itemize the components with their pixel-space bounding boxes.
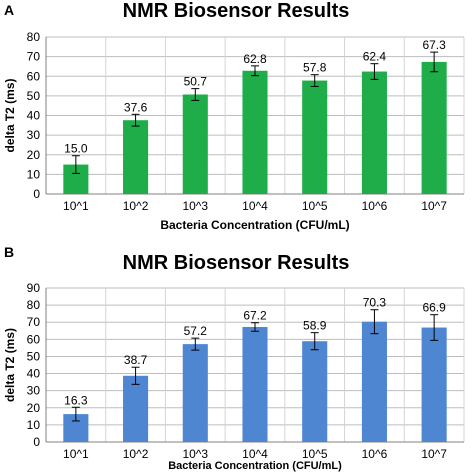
data-label-b: 70.3 <box>363 296 387 310</box>
x-tick-label-b: 10^2 <box>123 447 149 461</box>
chart-panel-a: A NMR Biosensor Results 0 10 20 30 40 50 60 70 8… <box>3 0 465 232</box>
chart-title-b: NMR Biosensor Results <box>122 252 350 274</box>
data-label-b: 66.9 <box>422 301 446 315</box>
y-tick-label-b: 80 <box>27 298 41 312</box>
x-tick-label-a: 10^3 <box>182 199 208 213</box>
x-tick-label-a: 10^2 <box>123 199 149 213</box>
chart-title-a: NMR Biosensor Results <box>122 0 350 22</box>
x-tick-label-a: 10^6 <box>362 199 388 213</box>
bar-a <box>302 80 328 194</box>
panel-label-b: B <box>4 244 15 260</box>
data-label-b: 57.2 <box>184 324 208 338</box>
data-label-b: 58.9 <box>303 319 327 333</box>
x-tick-label-b: 10^7 <box>421 447 447 461</box>
chart-panel-b: B NMR Biosensor Results 0 10 20 30 40 50 60 70 8… <box>0 242 472 472</box>
y-tick-label-a: 0 <box>33 187 40 201</box>
y-tick-label-a: 20 <box>27 148 41 162</box>
y-tick-label-b: 60 <box>27 332 41 346</box>
y-tick-label-a: 70 <box>27 50 41 64</box>
y-tick-label-b: 20 <box>27 401 41 415</box>
x-tick-label-a: 10^1 <box>63 199 89 213</box>
y-tick-label-b: 50 <box>27 349 41 363</box>
bar-a <box>182 94 208 194</box>
y-tick-label-a: 60 <box>27 69 41 83</box>
x-tick-label-a: 10^5 <box>302 199 328 213</box>
bar-b <box>302 341 328 442</box>
data-label-b: 67.2 <box>243 309 267 323</box>
data-label-a: 37.6 <box>124 100 148 114</box>
x-tick-label-b: 10^1 <box>63 447 89 461</box>
x-tick-label-b: 10^3 <box>182 447 208 461</box>
x-axis-title-a: Bacteria Concentration (CFU/mL) <box>160 218 349 232</box>
y-axis-title-a: delta T2 (ms) <box>3 78 17 152</box>
data-label-a: 62.4 <box>363 50 387 64</box>
y-tick-label-b: 0 <box>33 435 40 449</box>
bar-a <box>242 70 268 194</box>
bar-b <box>361 321 387 442</box>
y-tick-label-b: 70 <box>27 315 41 329</box>
y-axis-title-b: delta T2 (ms) <box>3 328 17 402</box>
y-tick-label-a: 50 <box>27 89 41 103</box>
bar-b <box>242 327 268 442</box>
bar-b <box>421 327 447 442</box>
x-tick-label-b: 10^6 <box>362 447 388 461</box>
data-label-b: 16.3 <box>64 393 88 407</box>
y-tick-label-a: 10 <box>27 167 41 181</box>
data-label-a: 15.0 <box>64 142 88 156</box>
x-tick-label-a: 10^4 <box>242 199 268 213</box>
y-tick-label-b: 90 <box>27 281 41 295</box>
panel-label-a: A <box>4 2 15 18</box>
bar-chart-b: 0 10 20 30 40 50 60 70 80 90 16.3 10^1 38.7 10^2 57.2 1… <box>3 281 465 472</box>
data-label-a: 62.8 <box>243 52 267 66</box>
bar-b <box>182 344 208 442</box>
data-label-a: 57.8 <box>303 61 327 75</box>
bar-a <box>421 61 447 194</box>
y-tick-label-b: 10 <box>27 418 41 432</box>
y-tick-label-a: 30 <box>27 128 41 142</box>
bar-a <box>123 120 149 194</box>
y-tick-label-a: 40 <box>27 109 41 123</box>
x-tick-label-b: 10^5 <box>302 447 328 461</box>
data-label-a: 50.7 <box>184 75 208 89</box>
bar-chart-a: 0 10 20 30 40 50 60 70 80 15.0 10^1 37.6 10^2 50.7 10^… <box>3 30 465 232</box>
x-tick-label-a: 10^7 <box>421 199 447 213</box>
y-tick-label-b: 40 <box>27 367 41 381</box>
bar-b <box>123 375 149 442</box>
x-tick-label-b: 10^4 <box>242 447 268 461</box>
bar-a <box>361 71 387 194</box>
y-tick-label-a: 80 <box>27 30 41 44</box>
x-axis-title-b: Bacteria Concentration (CFU/mL) <box>168 460 342 472</box>
data-label-b: 38.7 <box>124 353 148 367</box>
y-tick-label-b: 30 <box>27 384 41 398</box>
data-label-a: 67.3 <box>422 38 446 52</box>
